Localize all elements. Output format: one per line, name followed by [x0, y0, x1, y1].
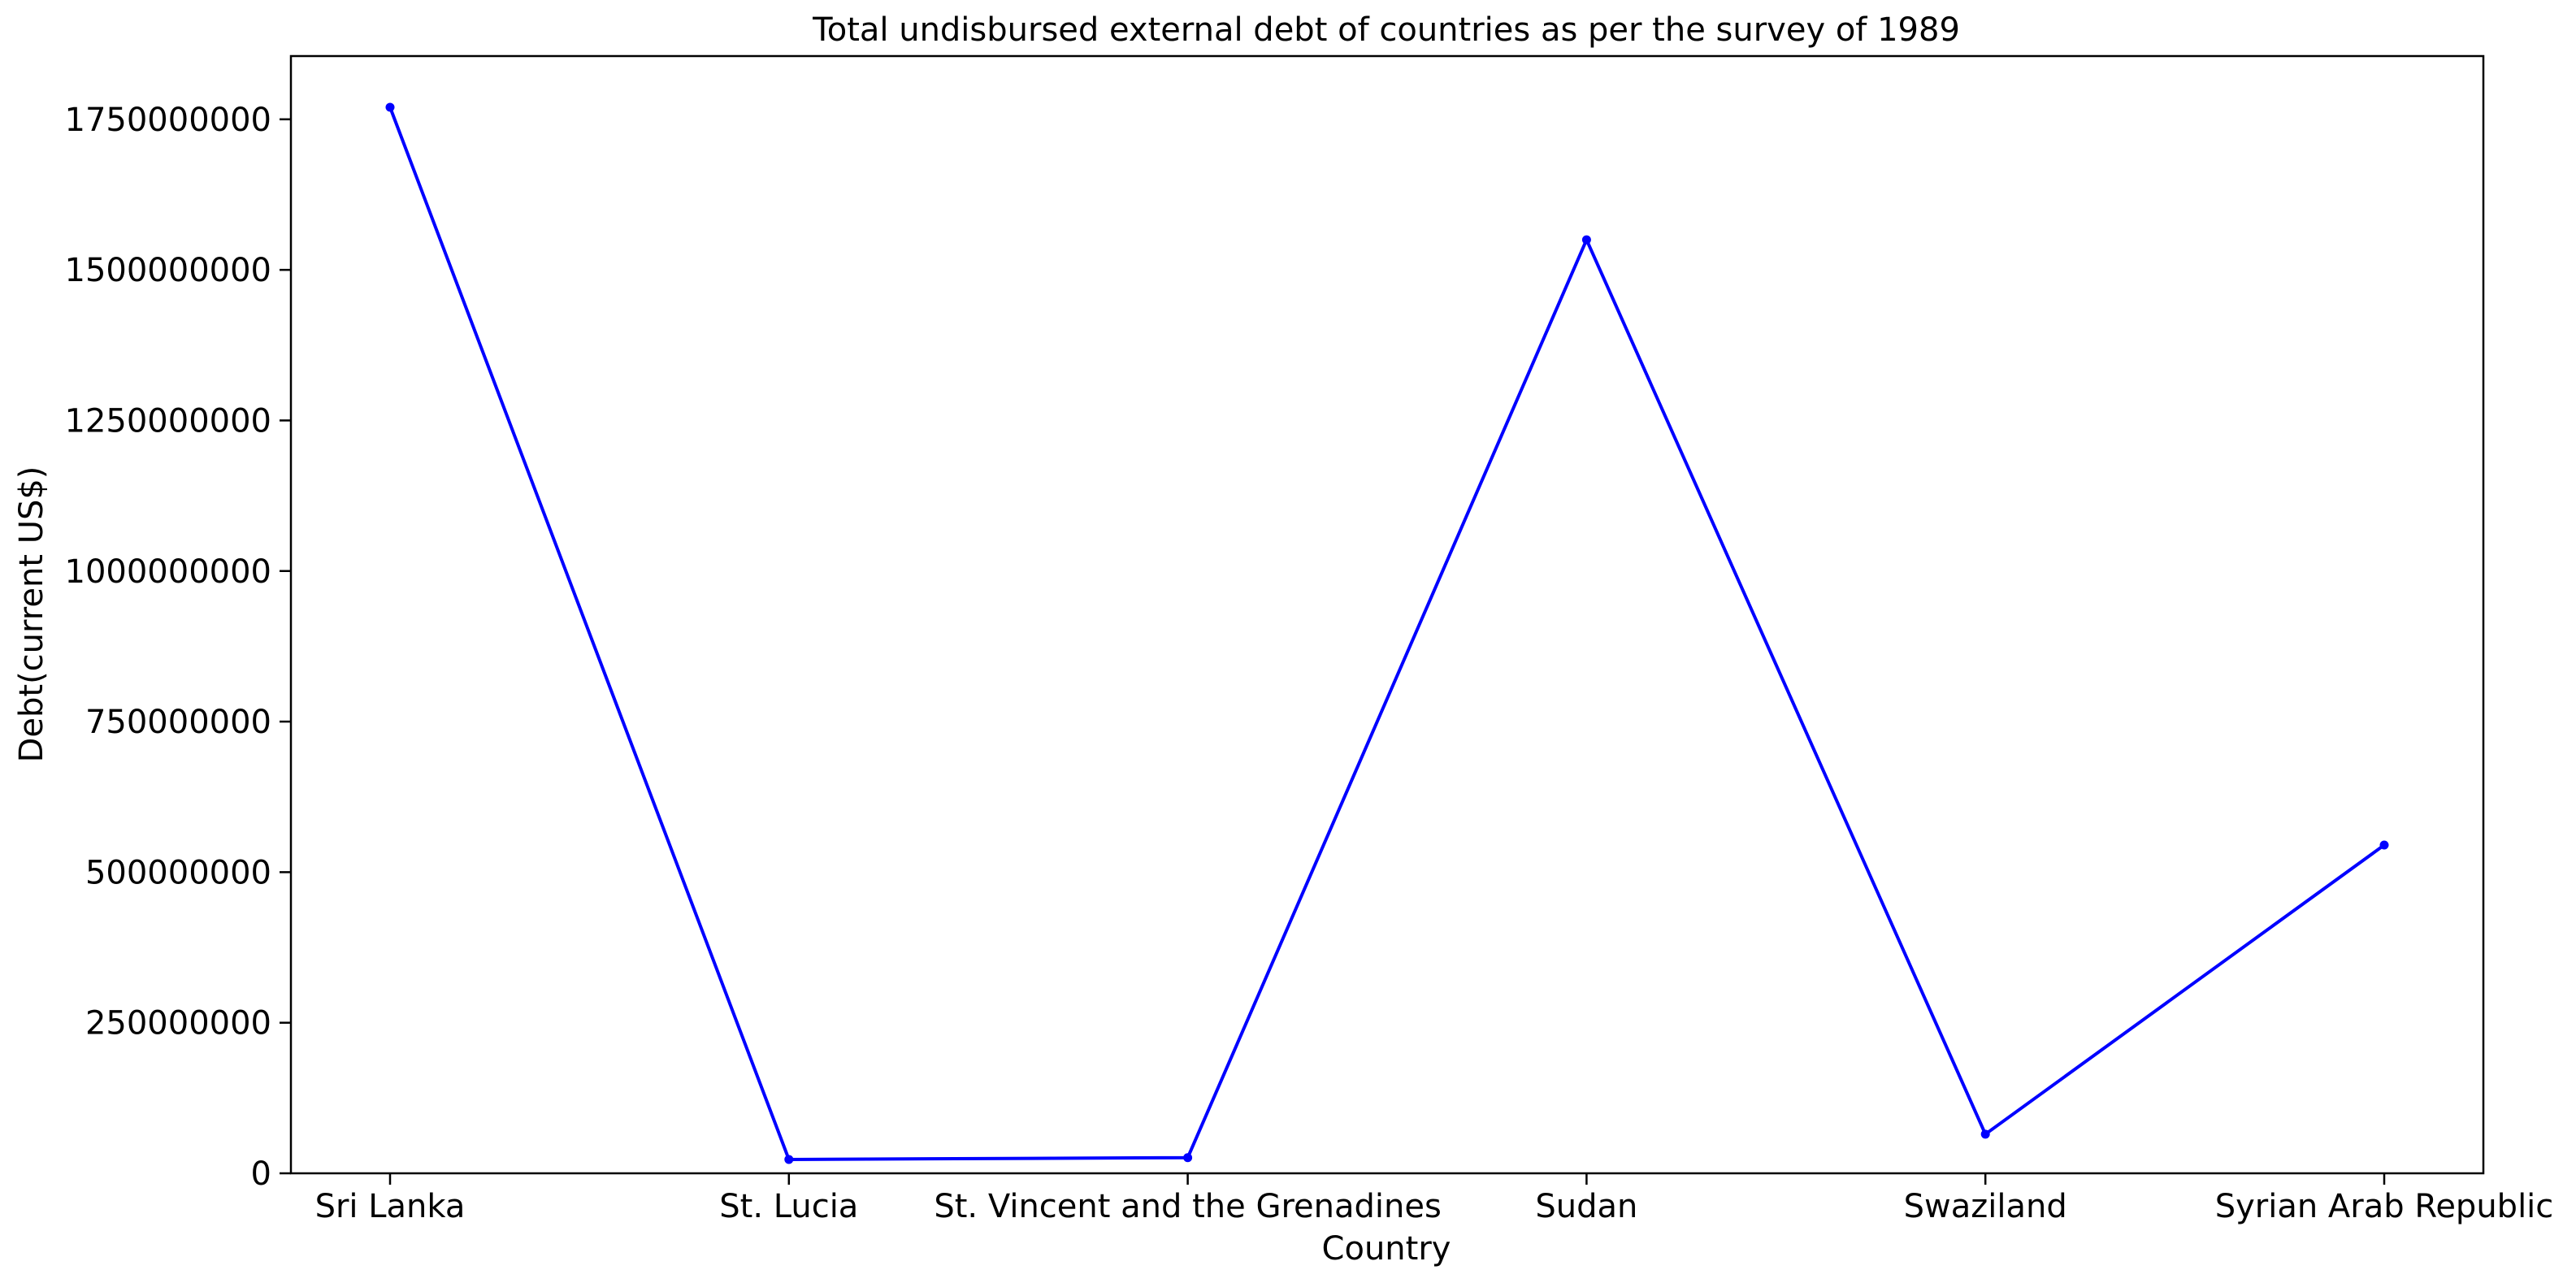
y-tick-label: 1250000000 [65, 402, 272, 440]
y-axis-label: Debt(current US$) [13, 466, 50, 763]
data-point [385, 102, 395, 112]
y-tick-label: 1000000000 [65, 553, 272, 591]
y-tick-label: 1500000000 [65, 252, 272, 289]
chart-title: Total undisbursed external debt of count… [812, 11, 1960, 49]
x-tick-label: St. Lucia [719, 1188, 858, 1225]
x-tick-label: Sri Lanka [315, 1188, 466, 1225]
y-tick-label: 750000000 [85, 704, 271, 741]
data-points [385, 102, 2389, 1164]
data-point [1183, 1153, 1193, 1163]
y-tick-label: 500000000 [85, 854, 271, 891]
y-tick-label: 1750000000 [65, 102, 272, 139]
x-tick-label: Syrian Arab Republic [2215, 1188, 2554, 1225]
data-point [1581, 235, 1591, 245]
series-line [388, 106, 2386, 1161]
y-axis: 0 250000000 500000000 750000000 1000000000 12… [65, 102, 291, 1193]
x-tick-label: Sudan [1535, 1188, 1637, 1225]
x-tick-label: Swaziland [1904, 1188, 2067, 1225]
y-tick-label: 0 [251, 1155, 271, 1193]
x-axis: Sri Lanka St. Lucia St. Vincent and the Gr… [315, 1173, 2554, 1225]
data-point [784, 1155, 794, 1164]
plot-frame [289, 54, 2485, 1175]
x-tick-label: St. Vincent and the Grenadines [934, 1188, 1441, 1225]
data-point [1980, 1129, 1990, 1139]
y-tick-label: 250000000 [85, 1005, 271, 1042]
data-point [2379, 840, 2389, 850]
x-axis-label: Country [1322, 1230, 1451, 1268]
